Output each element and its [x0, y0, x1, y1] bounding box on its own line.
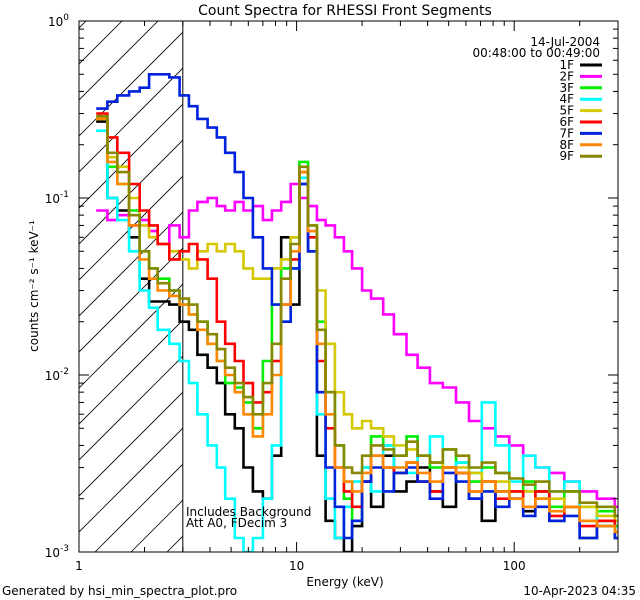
y-axis: 100 10-1 10-2 10-3 [45, 13, 618, 560]
hatch-line [79, 21, 159, 101]
x-tick-label: 100 [503, 559, 526, 573]
series-layer [96, 73, 618, 552]
chart-title: Count Spectra for RHESSI Front Segments [198, 3, 492, 19]
series-6F-line [96, 112, 618, 540]
legend-label-3F: 3F [559, 81, 574, 95]
legend-label-6F: 6F [559, 115, 574, 129]
series-4F-line [96, 129, 618, 552]
series-3F-line [96, 117, 618, 528]
hatched-region [79, 0, 640, 552]
plot-frame [78, 20, 619, 553]
hatch-line [79, 103, 183, 209]
hatch-line [79, 283, 183, 389]
note-background: Includes Background [186, 505, 311, 519]
hatch-line [79, 211, 183, 317]
x-tick-label: 1 [75, 559, 83, 573]
hatch-line [79, 319, 183, 425]
hatch-line [203, 0, 640, 552]
legend-label-5F: 5F [559, 104, 574, 118]
series-5F-line [96, 117, 618, 523]
footer-timestamp: 10-Apr-2023 04:35 [523, 584, 636, 598]
date-label: 14-Jul-2004 [530, 35, 600, 49]
y-tick-label: 10-1 [45, 190, 69, 206]
x-axis-label: Energy (keV) [306, 575, 383, 589]
note-attenuator: Att A0, FDecim 3 [186, 516, 287, 530]
x-tick-label: 10 [289, 559, 304, 573]
series-1F-line [96, 120, 618, 552]
time-range-label: 00:48:00 to 00:49:00 [473, 46, 600, 60]
hatch-line [94, 463, 183, 552]
legend-label-7F: 7F [559, 126, 574, 140]
series-2F-line [96, 182, 618, 509]
y-tick-label: 100 [48, 13, 69, 29]
legend-label-4F: 4F [559, 92, 574, 106]
hatch-line [79, 67, 183, 173]
footer-generated-by: Generated by hsi_min_spectra_plot.pro [2, 584, 237, 598]
y-tick-label: 10-2 [45, 367, 69, 383]
hatch-line [79, 21, 87, 29]
legend-label-8F: 8F [559, 138, 574, 152]
y-tick-label: 10-3 [45, 544, 69, 560]
series-7F-line [96, 73, 618, 540]
hatch-line [275, 0, 640, 552]
series-9F-line [96, 114, 618, 518]
legend-label-9F: 9F [559, 149, 574, 163]
hatch-line [79, 175, 183, 281]
y-axis-label: counts cm⁻² s⁻¹ keV⁻¹ [27, 220, 41, 352]
series-8F-line [96, 117, 618, 534]
hatch-line [79, 31, 183, 137]
hatch-line [79, 391, 183, 497]
hatch-line [79, 247, 183, 353]
hatch-line [79, 21, 123, 65]
hatch-line [79, 427, 183, 533]
legend-label-2F: 2F [559, 69, 574, 83]
hatch-line [79, 355, 183, 461]
x-axis: 1 10 100 [75, 21, 619, 573]
legend-label-1F: 1F [559, 58, 574, 72]
